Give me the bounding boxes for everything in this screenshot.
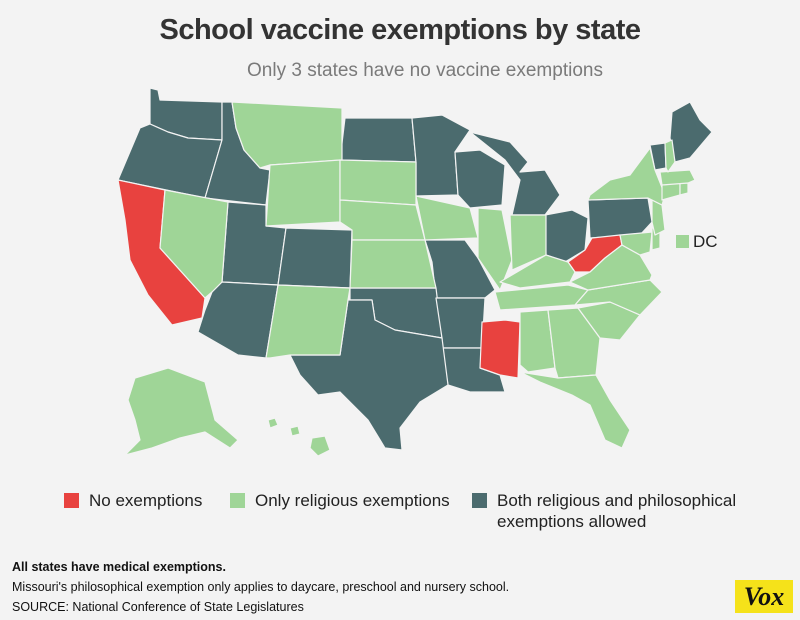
legend-item-none: No exemptions (64, 490, 202, 511)
note-medical: All states have medical exemptions. (12, 560, 226, 574)
state-new-mexico (265, 284, 351, 359)
state-florida (519, 371, 631, 449)
legend-label-both: Both religious and philosophical exempti… (497, 491, 737, 531)
state-kentucky (499, 254, 576, 289)
state-alabama (519, 309, 556, 373)
dc-marker (676, 235, 689, 248)
state-rhode-island (679, 182, 689, 196)
state-michigan (469, 131, 561, 216)
state-kansas (349, 239, 437, 289)
footnotes: All states have medical exemptions. Miss… (12, 560, 509, 620)
state-south-dakota (339, 159, 417, 206)
state-alaska (124, 367, 239, 456)
legend-swatch-both (472, 493, 487, 508)
state-tennessee (494, 284, 589, 311)
state-hawaii-2 (289, 425, 301, 437)
legend-swatch-none (64, 493, 79, 508)
us-map (117, 87, 713, 457)
vox-logo: Vox (735, 580, 793, 613)
state-nevada (159, 189, 229, 299)
map-title: School vaccine exemptions by state (159, 14, 641, 46)
legend-item-both: Both religious and philosophical exempti… (472, 490, 772, 532)
legend-swatch-religious (230, 493, 245, 508)
state-hawaii-3 (309, 435, 331, 457)
state-new-jersey (651, 199, 666, 236)
state-illinois (477, 207, 513, 291)
state-missouri (424, 239, 496, 299)
dc-label: DC (693, 232, 718, 251)
state-north-dakota (339, 117, 417, 163)
state-montana (231, 101, 343, 169)
state-nebraska (339, 199, 426, 241)
note-source: SOURCE: National Conference of State Leg… (12, 600, 304, 614)
state-arkansas (435, 297, 486, 349)
legend-label-religious: Only religious exemptions (255, 491, 450, 510)
state-colorado (277, 227, 353, 289)
state-maryland (619, 231, 653, 256)
state-new-hampshire (664, 139, 676, 173)
note-missouri: Missouri's philosophical exemption only … (12, 580, 510, 594)
legend-label-none: No exemptions (89, 491, 203, 510)
legend-item-religious: Only religious exemptions (230, 490, 450, 511)
state-wisconsin (454, 149, 506, 209)
state-mississippi (479, 319, 521, 379)
state-wyoming (265, 159, 341, 227)
state-maine (669, 101, 713, 163)
state-connecticut (661, 182, 681, 201)
state-pennsylvania (587, 197, 653, 239)
state-massachusetts (659, 169, 696, 186)
state-hawaii-1 (267, 417, 279, 429)
map-subtitle: Only 3 states have no vaccine exemptions (247, 60, 603, 81)
